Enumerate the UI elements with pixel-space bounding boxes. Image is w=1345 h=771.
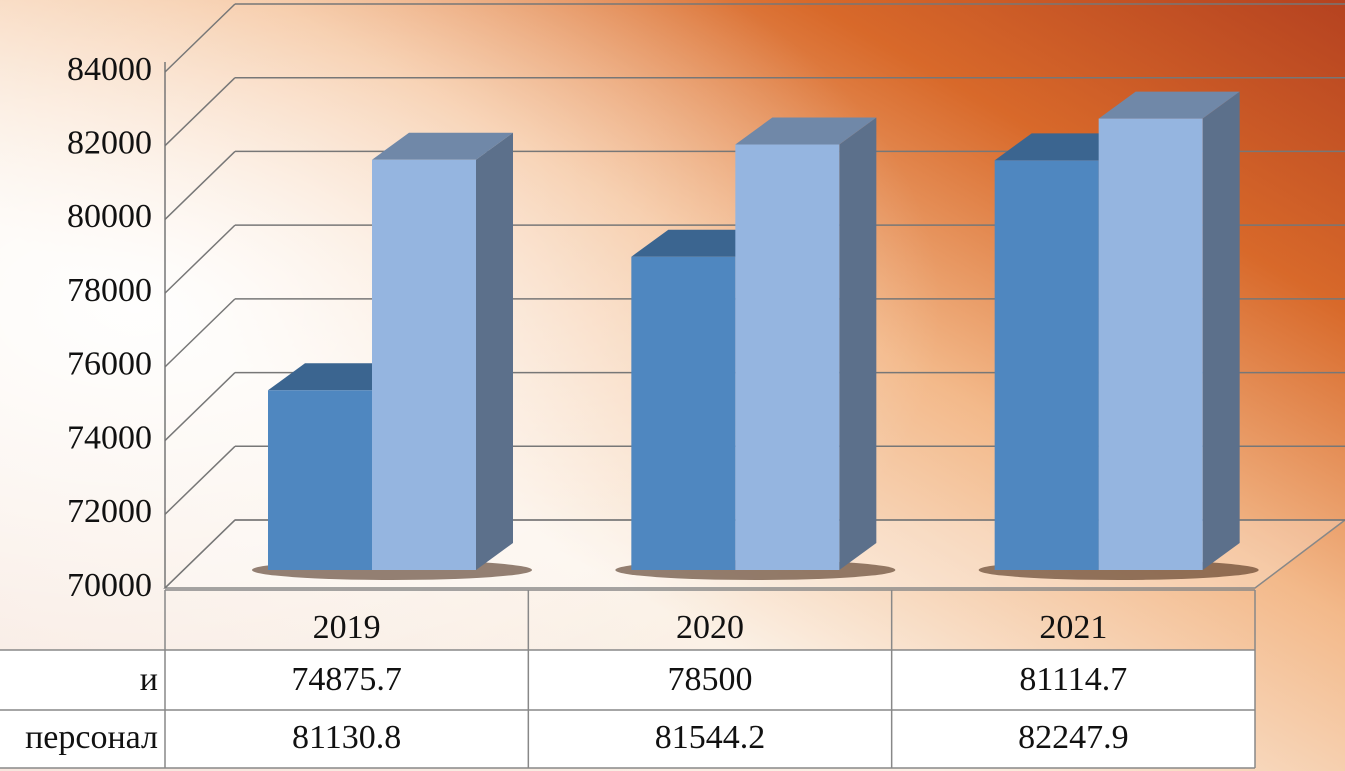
legend-label: и	[140, 661, 158, 698]
bar-top	[372, 132, 513, 160]
y-tick-label: 84000	[67, 51, 152, 88]
grid-line	[164, 445, 236, 515]
table-cell: 78500	[668, 661, 753, 698]
bar	[994, 160, 1099, 570]
bar-side	[476, 132, 513, 570]
grid-line	[164, 372, 236, 442]
grid-line	[164, 298, 236, 368]
bar-side	[839, 117, 877, 571]
table-body	[0, 650, 1255, 768]
legend-label: персонал	[25, 719, 158, 756]
y-tick-label: 76000	[67, 346, 152, 383]
grid-line	[164, 3, 236, 73]
bar-top	[735, 117, 877, 145]
bar	[1098, 118, 1203, 571]
bar	[631, 256, 736, 570]
table-cell: 81114.7	[1019, 661, 1127, 698]
x-tick-label: 2020	[676, 609, 744, 646]
x-tick-label: 2021	[1039, 609, 1107, 646]
bar	[372, 159, 476, 570]
grid-line	[164, 150, 236, 220]
y-tick-label: 70000	[67, 567, 152, 604]
grid-line	[164, 77, 236, 147]
y-tick-label: 74000	[67, 419, 152, 456]
grid-line	[164, 224, 236, 294]
bar-top	[1098, 91, 1240, 119]
x-tick-label: 2019	[313, 609, 381, 646]
y-tick-label: 82000	[67, 125, 152, 162]
table-cell: 81544.2	[655, 719, 766, 756]
bar	[268, 390, 372, 570]
table-cell: 74875.7	[291, 661, 402, 698]
table-cell: 81130.8	[292, 719, 401, 756]
bar	[735, 144, 840, 570]
y-tick-label: 80000	[67, 198, 152, 235]
y-tick-label: 72000	[67, 493, 152, 530]
y-tick-label: 78000	[67, 272, 152, 309]
grid-line	[164, 519, 236, 589]
table-cell: 82247.9	[1018, 719, 1129, 756]
bar-side	[1202, 91, 1240, 571]
